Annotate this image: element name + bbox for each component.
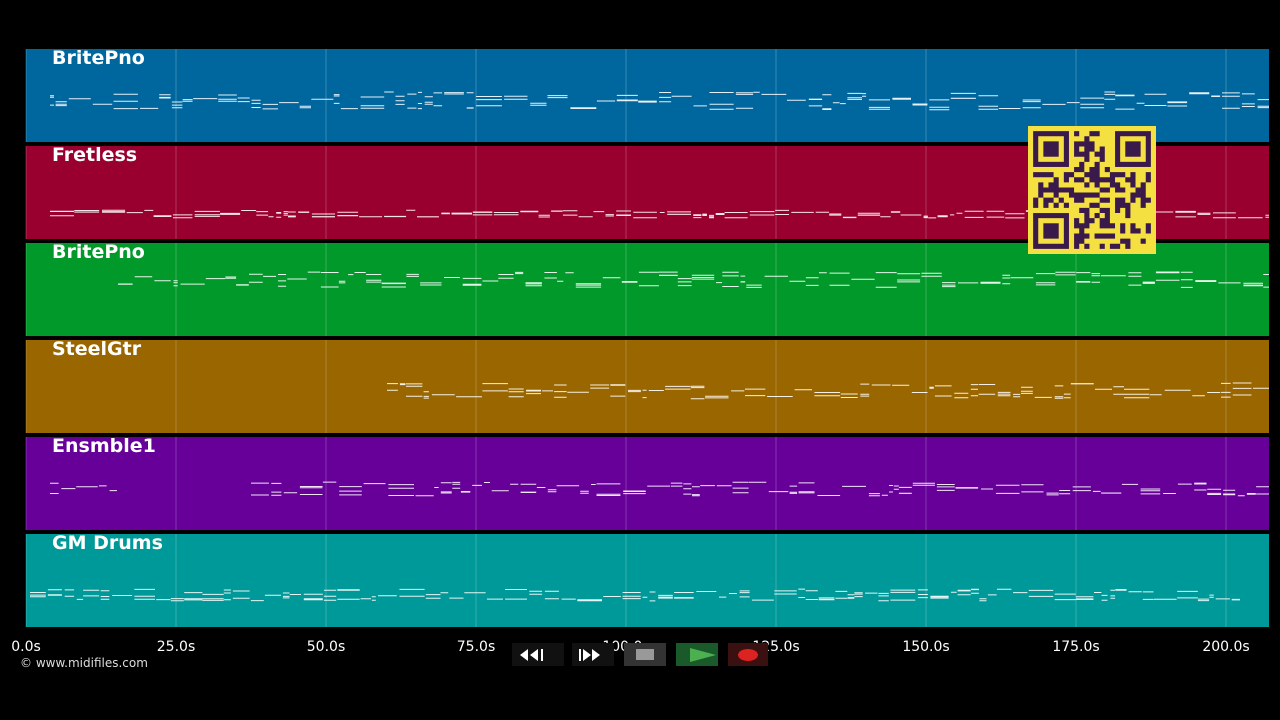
qr-finder-center	[1125, 141, 1141, 157]
notes	[50, 481, 1269, 497]
qr-modules	[1033, 131, 1151, 249]
track-name: BritePno	[52, 47, 145, 69]
transport-controls	[512, 643, 768, 666]
notes	[387, 382, 1269, 400]
notes	[30, 588, 1240, 602]
track-name: BritePno	[52, 241, 145, 263]
record-icon	[738, 649, 758, 661]
track-name: Ensmble1	[52, 435, 156, 457]
time-label: 75.0s	[457, 639, 495, 655]
track-name: Fretless	[52, 144, 137, 166]
qr-code	[1028, 126, 1156, 254]
time-label: 175.0s	[1052, 639, 1099, 655]
time-label: 0.0s	[11, 639, 41, 655]
track-lane	[26, 437, 1269, 530]
track-name: GM Drums	[52, 532, 163, 554]
track-name: SteelGtr	[52, 338, 142, 360]
forward-icon	[579, 649, 600, 661]
notes	[50, 91, 1269, 111]
track-lane	[26, 243, 1269, 336]
time-label: 25.0s	[157, 639, 195, 655]
qr-finder	[1115, 131, 1151, 167]
play-icon	[690, 648, 716, 662]
track-lane	[26, 340, 1269, 433]
notes	[118, 271, 1269, 288]
qr-finder-center	[1043, 141, 1059, 157]
qr-finder	[1033, 213, 1069, 249]
time-label: 150.0s	[902, 639, 949, 655]
qr-finder	[1033, 131, 1069, 167]
rewind-icon	[520, 649, 543, 661]
qr-finder-center	[1043, 223, 1059, 239]
time-label: 50.0s	[307, 639, 345, 655]
copyright: © www.midifiles.com	[20, 656, 148, 670]
time-label: 200.0s	[1202, 639, 1249, 655]
stop-icon	[636, 649, 654, 660]
track-lane	[26, 534, 1269, 627]
